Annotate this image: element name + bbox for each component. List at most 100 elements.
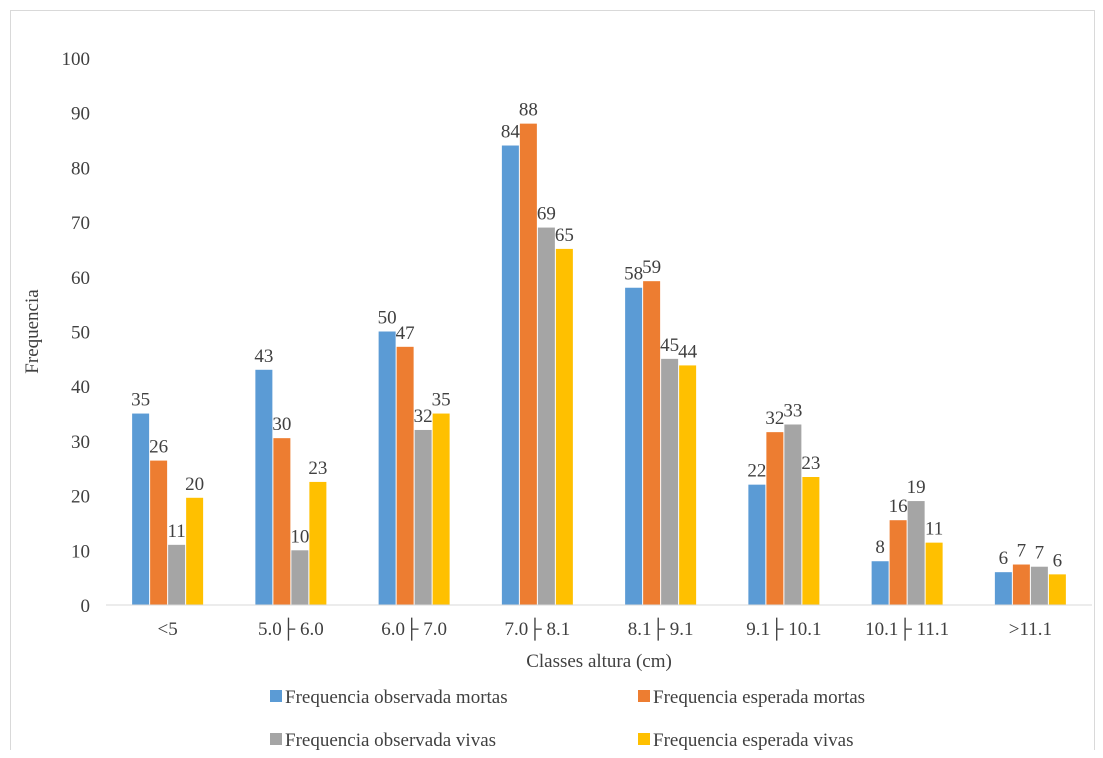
data-label: 7: [1035, 543, 1045, 564]
data-label: 45: [660, 335, 679, 356]
data-label: 69: [537, 204, 556, 225]
data-label: 44: [678, 341, 698, 362]
bar: [309, 481, 327, 605]
x-tick-label: 10.1├ 11.1: [865, 617, 949, 641]
data-label: 88: [519, 100, 538, 121]
bar: [871, 561, 889, 605]
x-tick-label: >11.1: [1009, 619, 1052, 640]
bar: [537, 227, 555, 605]
data-label: 59: [642, 257, 661, 278]
x-tick-label: 9.1├ 10.1: [746, 617, 821, 641]
bar: [802, 477, 820, 605]
data-label: 35: [432, 390, 451, 411]
bar: [925, 542, 943, 605]
bar: [378, 331, 396, 605]
bar: [273, 438, 291, 605]
y-axis-title: Frequencia: [22, 289, 43, 374]
legend-swatch: [638, 690, 650, 702]
y-tick-label: 0: [81, 596, 91, 617]
data-label: 30: [272, 414, 291, 435]
y-tick-label: 10: [71, 541, 90, 562]
bar: [748, 484, 766, 605]
data-label: 58: [624, 264, 643, 285]
y-tick-label: 100: [62, 49, 91, 70]
bar: [1048, 574, 1066, 605]
data-label: 43: [254, 346, 273, 367]
x-axis-title: Classes altura (cm): [526, 651, 672, 672]
legend-swatch: [270, 690, 282, 702]
x-tick-label: <5: [158, 619, 178, 640]
bar: [661, 358, 679, 605]
bar: [168, 544, 186, 605]
data-label: 35: [131, 390, 150, 411]
data-label: 47: [396, 323, 415, 344]
x-axis-ticks: <5 5.0├ 6.0 6.0├ 7.0 7.0├ 8.1 8.1├ 9.1 9.1├ 1…: [158, 617, 1052, 641]
data-label: 8: [875, 537, 885, 558]
bar: [414, 429, 432, 605]
data-label: 11: [167, 521, 185, 542]
x-tick-label: 8.1├ 9.1: [628, 617, 694, 641]
x-tick-label: 7.0├ 8.1: [505, 617, 571, 641]
data-label: 32: [765, 408, 784, 429]
data-label: 6: [1053, 550, 1063, 571]
bar: [132, 413, 150, 605]
legend-swatch: [270, 733, 282, 745]
bar: [501, 145, 519, 605]
y-tick-label: 30: [71, 432, 90, 453]
data-label: 10: [290, 526, 309, 547]
legend-label: Frequencia esperada mortas: [653, 687, 865, 708]
data-label: 50: [378, 308, 397, 329]
bar: [994, 572, 1012, 605]
data-label: 23: [308, 458, 327, 479]
legend: Frequencia observada mortas Frequencia es…: [270, 687, 865, 751]
bar: [889, 520, 907, 605]
x-tick-label: 5.0├ 6.0: [258, 617, 324, 641]
y-tick-label: 90: [71, 104, 90, 125]
data-label: 7: [1017, 541, 1027, 562]
bar: [625, 287, 643, 605]
y-tick-label: 50: [71, 323, 90, 344]
data-label: 33: [783, 400, 802, 421]
data-label: 20: [185, 474, 204, 495]
bar: [519, 123, 537, 605]
bar: [555, 248, 573, 605]
data-label: 26: [149, 437, 168, 458]
bar: [186, 497, 204, 605]
data-label: 6: [999, 548, 1009, 569]
legend-label: Frequencia observada mortas: [285, 687, 508, 708]
bar: [150, 460, 168, 605]
bar: [766, 432, 784, 605]
chart-frame: [10, 10, 1095, 750]
y-tick-label: 20: [71, 487, 90, 508]
bar: [255, 369, 273, 605]
legend-label: Frequencia observada vivas: [285, 730, 496, 751]
bar: [1030, 566, 1048, 605]
bar: [907, 501, 925, 605]
bar: [1012, 564, 1030, 605]
data-label: 65: [555, 225, 574, 246]
legend-swatch: [638, 733, 650, 745]
data-label: 32: [414, 406, 433, 427]
bars: [132, 123, 1066, 605]
data-label: 19: [907, 477, 926, 498]
y-tick-label: 80: [71, 158, 90, 179]
data-label: 84: [501, 122, 521, 143]
data-label: 11: [925, 519, 943, 540]
legend-label: Frequencia esperada vivas: [653, 730, 853, 751]
y-axis-ticks: 0 10 20 30 40 50 60 70 80 90 100: [62, 49, 91, 617]
data-label: 23: [801, 453, 820, 474]
x-tick-label: 6.0├ 7.0: [381, 617, 447, 641]
bar: [396, 346, 414, 605]
y-tick-label: 70: [71, 213, 90, 234]
bar: [291, 550, 309, 605]
data-label: 22: [747, 461, 766, 482]
bar: [679, 365, 697, 605]
y-tick-label: 60: [71, 268, 90, 289]
data-label: 16: [889, 496, 908, 517]
bar: [432, 413, 450, 605]
bar: [643, 281, 661, 605]
bar: [784, 424, 802, 605]
y-tick-label: 40: [71, 377, 90, 398]
